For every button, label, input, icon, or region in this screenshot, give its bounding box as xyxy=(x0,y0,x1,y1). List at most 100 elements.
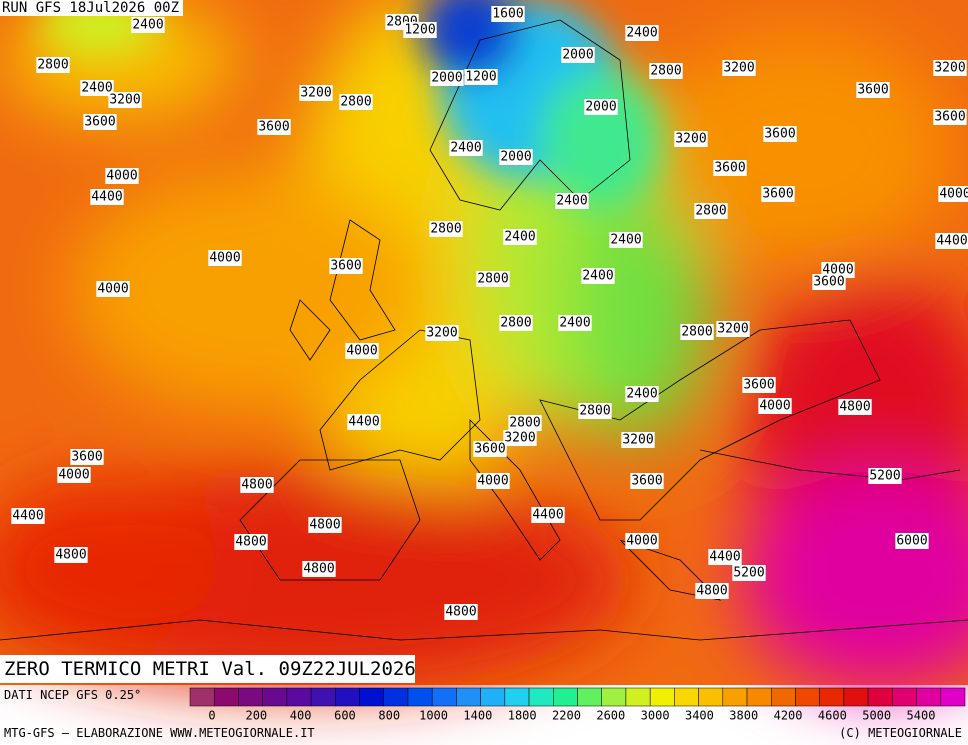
contour-label: 2800 xyxy=(509,416,540,431)
contour-label: 2400 xyxy=(582,269,613,284)
contour-label: 2000 xyxy=(500,150,531,165)
contour-label-group: 6000 xyxy=(895,533,929,549)
colorbar-swatch xyxy=(649,687,675,707)
contour-label-group: 3600 xyxy=(70,449,104,465)
contour-label-box xyxy=(578,403,612,419)
contour-label-group: 4000 xyxy=(758,398,792,414)
contour-label-box xyxy=(625,25,659,41)
contour-label: 5200 xyxy=(869,469,900,484)
colorbar-label: 3800 xyxy=(729,709,758,723)
colorbar-swatch xyxy=(892,687,917,707)
contour-label-box xyxy=(90,189,124,205)
contour-label: 4000 xyxy=(58,468,89,483)
contour-label-group: 4400 xyxy=(347,414,381,430)
colorbar-swatch xyxy=(916,687,942,707)
credit-right: (C) METEOGIORNALE xyxy=(839,726,962,740)
contour-label-group: 4000 xyxy=(938,186,968,202)
contour-label-group: 3200 xyxy=(722,60,756,76)
colorbar-label: 3000 xyxy=(641,709,670,723)
contour-label-box xyxy=(838,399,872,415)
contour-label-box xyxy=(856,82,890,98)
contour-label-box xyxy=(345,343,379,359)
contour-label: 3600 xyxy=(764,127,795,142)
colorbar-swatch xyxy=(335,687,360,707)
contour-label-box xyxy=(868,468,902,484)
contour-label-group: 2800 xyxy=(499,315,533,331)
contour-label: 2400 xyxy=(559,316,590,331)
contour-label-box xyxy=(403,22,437,38)
contour-label-group: 2400 xyxy=(581,268,615,284)
colorbar-label: 600 xyxy=(334,709,356,723)
contour-label: 2400 xyxy=(81,81,112,96)
contour-label: 2000 xyxy=(431,71,462,86)
contour-label: 3200 xyxy=(934,61,965,76)
contour-label: 3200 xyxy=(622,433,653,448)
contour-label: 3600 xyxy=(474,442,505,457)
contour-label-group: 2400 xyxy=(80,80,114,96)
colorbar-swatch xyxy=(383,687,409,707)
contour-label: 2800 xyxy=(477,272,508,287)
contour-label-group: 4800 xyxy=(695,583,729,599)
contour-label-box xyxy=(131,17,165,33)
contour-label-box xyxy=(83,114,117,130)
contour-label: 1600 xyxy=(492,7,523,22)
contour-label-group: 2400 xyxy=(558,315,592,331)
contour-label-box xyxy=(680,324,714,340)
contour-label-group: 4800 xyxy=(444,604,478,620)
contour-label-box xyxy=(499,315,533,331)
contour-label-group: 4800 xyxy=(54,547,88,563)
coastlines xyxy=(0,19,968,641)
contour-label-box xyxy=(722,60,756,76)
contour-label-box xyxy=(708,549,742,565)
contour-label-box xyxy=(694,203,728,219)
colorbar-label: 1000 xyxy=(419,709,448,723)
contour-label-group: 2800 xyxy=(36,57,70,73)
contour-label-box xyxy=(630,473,664,489)
contour-label-box xyxy=(742,377,776,393)
contour-label: 3200 xyxy=(426,326,457,341)
contour-label: 4400 xyxy=(12,509,43,524)
contour-label-group: 3200 xyxy=(716,321,750,337)
run-label: RUN GFS 18Jul2026 00Z xyxy=(0,0,184,16)
colorbar-label: 0 xyxy=(208,709,215,723)
contour-label-box xyxy=(308,517,342,533)
contour-label-group: 4000 xyxy=(625,533,659,549)
contour-label-box xyxy=(476,473,510,489)
contour-label: 4800 xyxy=(839,400,870,415)
contour-label-group: 2400 xyxy=(609,232,643,248)
contour-label-box xyxy=(933,109,967,125)
contour-label-group: 2400 xyxy=(131,17,165,33)
colorbar-label: 5000 xyxy=(862,709,891,723)
contour-label: 2800 xyxy=(340,95,371,110)
contour-label-group: 4000 xyxy=(345,343,379,359)
contour-label-group: 2400 xyxy=(503,229,537,245)
contour-label: 4000 xyxy=(759,399,790,414)
contour-label: 4000 xyxy=(939,187,968,202)
contour-label-group: 2800 xyxy=(429,221,463,237)
contour-label-group: 3200 xyxy=(674,131,708,147)
colorbar-swatch xyxy=(213,687,239,707)
contour-label-box xyxy=(464,69,498,85)
contour-label-group: 3600 xyxy=(257,119,291,135)
contour-label-group: 3600 xyxy=(473,441,507,457)
contour-label-box xyxy=(581,268,615,284)
contour-label-group: 4800 xyxy=(838,399,872,415)
colorbar-swatch xyxy=(674,687,699,707)
colorbar-swatch xyxy=(262,687,288,707)
contour-label: 1200 xyxy=(465,70,496,85)
contour-label-box xyxy=(429,221,463,237)
contour-label-group: 4400 xyxy=(90,189,124,205)
contour-label-group: 2000 xyxy=(584,99,618,115)
contour-label: 2800 xyxy=(681,325,712,340)
contour-label: 4000 xyxy=(346,344,377,359)
contour-label: 1200 xyxy=(404,23,435,38)
contour-label: 3600 xyxy=(330,259,361,274)
contour-label: 4800 xyxy=(445,605,476,620)
contour-label-box xyxy=(933,60,967,76)
colorbar-swatch xyxy=(359,687,384,707)
contour-label-group: 3600 xyxy=(713,160,747,176)
colorbar-label: 4600 xyxy=(818,709,847,723)
contour-label-group: 2800 xyxy=(694,203,728,219)
contour-label-box xyxy=(503,229,537,245)
